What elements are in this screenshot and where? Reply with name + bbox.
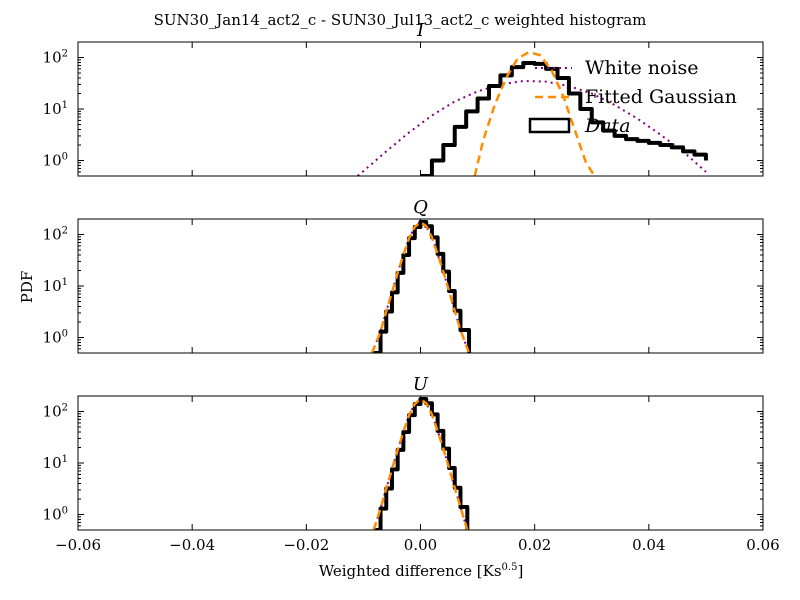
series-white-noise bbox=[372, 397, 469, 530]
series-fitted-gaussian bbox=[372, 397, 469, 530]
legend-label: White noise bbox=[585, 57, 699, 79]
figure-suptitle: SUN30_Jan14_act2_c - SUN30_Jul13_act2_c … bbox=[154, 11, 647, 29]
legend-label: Data bbox=[584, 115, 631, 137]
y-tick-label: 100 bbox=[43, 328, 68, 346]
series-fitted-gaussian bbox=[473, 50, 596, 176]
series-group bbox=[357, 50, 708, 176]
series-data bbox=[371, 219, 472, 353]
plot-frame bbox=[77, 395, 764, 531]
x-tick-label: −0.04 bbox=[169, 536, 215, 554]
y-tick-label: 102 bbox=[43, 226, 68, 244]
y-tick-label: 101 bbox=[43, 277, 68, 295]
x-axis-label: Weighted difference [Ks0.5] bbox=[319, 562, 524, 580]
panel-u: U −0.06 −0.04 −0.02 0.00 0.02 0.04 0.06 100 101 10… bbox=[43, 374, 780, 554]
x-tick-label: −0.02 bbox=[283, 536, 329, 554]
x-tick-label: 0.04 bbox=[632, 536, 665, 554]
legend: White noise Fitted Gaussian Data bbox=[528, 57, 737, 137]
x-tick-label: 0.02 bbox=[518, 536, 551, 554]
x-tick-label: −0.06 bbox=[55, 536, 101, 554]
panel-i: I 100 101 102 White noise Fitted Gaussian Data bbox=[43, 20, 764, 177]
y-tick-label: 101 bbox=[43, 100, 68, 118]
series-data bbox=[373, 396, 470, 530]
legend-label: Fitted Gaussian bbox=[585, 86, 737, 108]
panel-q: Q 100 101 102 bbox=[43, 197, 764, 354]
panel-title: I bbox=[416, 20, 425, 41]
series-group bbox=[370, 219, 472, 353]
panel-title: Q bbox=[413, 197, 428, 218]
y-tick-label: 100 bbox=[43, 505, 68, 523]
legend-handle-data bbox=[528, 117, 571, 134]
y-axis-label: PDF bbox=[18, 271, 36, 304]
y-tick-label: 102 bbox=[43, 49, 68, 67]
series-data bbox=[420, 61, 708, 176]
x-tick-label: 0.00 bbox=[404, 536, 437, 554]
y-tick-label: 101 bbox=[43, 454, 68, 472]
y-tick-label: 102 bbox=[43, 403, 68, 421]
series-fitted-gaussian bbox=[370, 220, 471, 353]
panel-title: U bbox=[413, 374, 429, 395]
series-white-noise bbox=[357, 79, 707, 176]
x-tick-label: 0.06 bbox=[746, 536, 779, 554]
panels-group: I 100 101 102 White noise Fitted Gaussian Data… bbox=[43, 20, 780, 554]
plot-frame bbox=[77, 218, 764, 354]
series-group bbox=[372, 396, 470, 530]
y-tick-label: 100 bbox=[43, 151, 68, 169]
